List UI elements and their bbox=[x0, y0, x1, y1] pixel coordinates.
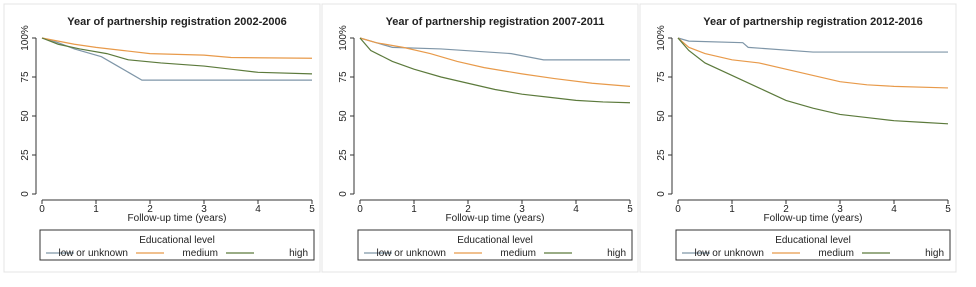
survival-line bbox=[677, 37, 949, 89]
x-tick-label: 0 bbox=[357, 204, 363, 215]
x-tick-label: 1 bbox=[729, 204, 735, 215]
panel-frame bbox=[639, 3, 957, 273]
survival-line bbox=[677, 37, 948, 53]
y-tick-label: 0 bbox=[656, 191, 667, 197]
survival-line bbox=[41, 37, 312, 81]
y-tick-label: 100% bbox=[656, 25, 667, 51]
y-tick-label: 75 bbox=[338, 71, 349, 83]
legend-label: low or unknown bbox=[377, 248, 446, 259]
chart-title: Year of partnership registration 2002-20… bbox=[67, 16, 286, 28]
x-tick-label: 4 bbox=[255, 204, 261, 215]
legend-label: low or unknown bbox=[695, 248, 764, 259]
legend-label: medium bbox=[818, 248, 854, 259]
y-tick-label: 25 bbox=[656, 149, 667, 161]
x-tick-label: 3 bbox=[201, 204, 207, 215]
x-tick-label: 4 bbox=[573, 204, 579, 215]
legend-box bbox=[39, 229, 315, 261]
x-tick-label: 2 bbox=[465, 204, 471, 215]
legend-label: low or unknown bbox=[59, 248, 128, 259]
y-tick-label: 100% bbox=[20, 25, 31, 51]
legend: Educational level low or unknown medium hig… bbox=[675, 229, 951, 261]
x-tick-label: 3 bbox=[519, 204, 525, 215]
y-tick-label: 0 bbox=[338, 191, 349, 197]
x-tick-label: 2 bbox=[147, 204, 153, 215]
x-tick-label: 0 bbox=[39, 204, 45, 215]
survival-line bbox=[359, 37, 631, 87]
y-tick-label: 75 bbox=[20, 71, 31, 83]
legend: Educational level low or unknown medium hig… bbox=[357, 229, 633, 261]
x-tick-label: 5 bbox=[627, 204, 633, 215]
legend-title: Educational level bbox=[139, 235, 215, 246]
x-axis-label: Follow-up time (years) bbox=[764, 213, 863, 224]
panel-frame bbox=[3, 3, 321, 273]
y-tick-label: 50 bbox=[20, 110, 31, 122]
x-tick-label: 5 bbox=[309, 204, 315, 215]
chart-title: Year of partnership registration 2007-20… bbox=[386, 16, 605, 28]
survival-line bbox=[359, 37, 630, 61]
x-tick-label: 0 bbox=[675, 204, 681, 215]
y-tick-label: 50 bbox=[338, 110, 349, 122]
x-tick-label: 3 bbox=[837, 204, 843, 215]
x-tick-label: 4 bbox=[891, 204, 897, 215]
legend-box bbox=[675, 229, 951, 261]
chart-title: Year of partnership registration 2012-20… bbox=[703, 16, 922, 28]
survival-line bbox=[677, 37, 949, 125]
x-tick-label: 5 bbox=[945, 204, 951, 215]
x-axis-label: Follow-up time (years) bbox=[446, 213, 545, 224]
y-tick-label: 0 bbox=[20, 191, 31, 197]
legend: Educational level low or unknown medium hig… bbox=[39, 229, 315, 261]
x-tick-label: 1 bbox=[411, 204, 417, 215]
survival-line bbox=[41, 37, 313, 59]
legend-label: high bbox=[289, 248, 308, 259]
x-tick-label: 1 bbox=[93, 204, 99, 215]
legend-label: medium bbox=[182, 248, 218, 259]
y-tick-label: 50 bbox=[656, 110, 667, 122]
legend-box bbox=[357, 229, 633, 261]
survival-line bbox=[41, 37, 313, 75]
x-axis-label: Follow-up time (years) bbox=[128, 213, 227, 224]
legend-title: Educational level bbox=[457, 235, 533, 246]
y-tick-label: 75 bbox=[656, 71, 667, 83]
x-tick-label: 2 bbox=[783, 204, 789, 215]
legend-label: high bbox=[607, 248, 626, 259]
panel-frame bbox=[321, 3, 639, 273]
y-tick-label: 25 bbox=[20, 149, 31, 161]
y-tick-label: 100% bbox=[338, 25, 349, 51]
legend-label: high bbox=[925, 248, 944, 259]
y-tick-label: 25 bbox=[338, 149, 349, 161]
survival-line bbox=[359, 37, 631, 104]
legend-label: medium bbox=[500, 248, 536, 259]
legend-title: Educational level bbox=[775, 235, 851, 246]
